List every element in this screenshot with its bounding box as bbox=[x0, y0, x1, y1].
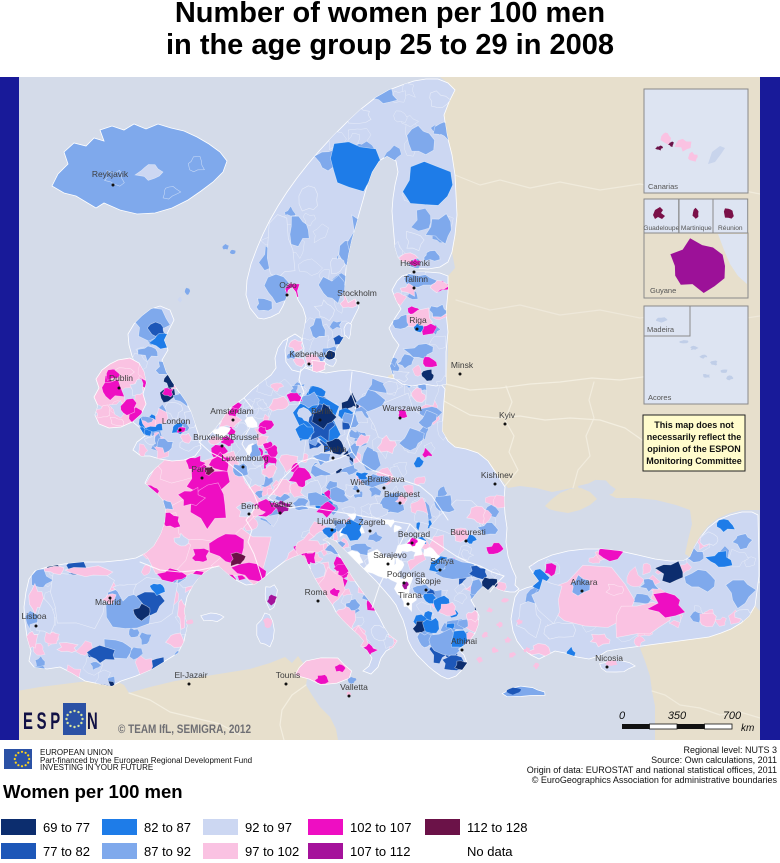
svg-text:Ankara: Ankara bbox=[571, 577, 598, 587]
svg-text:Valletta: Valletta bbox=[340, 682, 368, 692]
svg-text:700: 700 bbox=[723, 710, 742, 722]
svg-text:Luxembourg: Luxembourg bbox=[221, 453, 269, 463]
svg-text:Lisboa: Lisboa bbox=[21, 611, 46, 621]
svg-text:Minsk: Minsk bbox=[451, 360, 474, 370]
svg-text:Tirana: Tirana bbox=[398, 590, 422, 600]
svg-text:Oslo: Oslo bbox=[279, 280, 297, 290]
svg-text:Guyane: Guyane bbox=[650, 286, 676, 295]
svg-text:Bruxelles/Brussel: Bruxelles/Brussel bbox=[193, 432, 259, 442]
svg-text:N: N bbox=[87, 709, 98, 735]
svg-text:Praha: Praha bbox=[324, 444, 347, 454]
svg-text:Warszawa: Warszawa bbox=[382, 403, 422, 413]
svg-text:Tounis: Tounis bbox=[276, 670, 301, 680]
svg-text:Canarias: Canarias bbox=[648, 182, 678, 191]
svg-text:Vaduz: Vaduz bbox=[269, 499, 292, 509]
svg-text:Bern: Bern bbox=[241, 501, 259, 511]
svg-text:Madeira: Madeira bbox=[647, 325, 675, 334]
svg-text:London: London bbox=[162, 416, 191, 426]
svg-text:Wien: Wien bbox=[350, 477, 370, 487]
svg-text:Paris: Paris bbox=[191, 464, 210, 474]
svg-text:Kishinev: Kishinev bbox=[481, 470, 514, 480]
svg-text:Roma: Roma bbox=[305, 587, 328, 597]
svg-text:Skopje: Skopje bbox=[415, 576, 441, 586]
svg-text:Kyiv: Kyiv bbox=[499, 410, 516, 420]
svg-text:350: 350 bbox=[668, 710, 687, 722]
svg-text:Bratislava: Bratislava bbox=[367, 474, 405, 484]
svg-text:Martinique: Martinique bbox=[681, 225, 712, 232]
svg-text:km: km bbox=[741, 723, 754, 734]
svg-text:Berlin: Berlin bbox=[311, 406, 333, 416]
svg-text:ESP: ESP bbox=[23, 709, 64, 735]
svg-text:Bucuresti: Bucuresti bbox=[450, 527, 486, 537]
svg-text:Réunion: Réunion bbox=[718, 225, 743, 232]
svg-text:0: 0 bbox=[619, 710, 626, 722]
svg-text:Podgorica: Podgorica bbox=[387, 569, 426, 579]
svg-text:Tallinn: Tallinn bbox=[404, 274, 428, 284]
svg-text:Nicosia: Nicosia bbox=[595, 653, 623, 663]
svg-text:Sarajevo: Sarajevo bbox=[373, 550, 407, 560]
svg-text:Athinai: Athinai bbox=[451, 636, 477, 646]
svg-text:København: København bbox=[289, 349, 333, 359]
svg-text:Madrid: Madrid bbox=[95, 597, 121, 607]
svg-text:Guadeloupe: Guadeloupe bbox=[643, 225, 679, 232]
svg-text:Ljubljana: Ljubljana bbox=[317, 516, 351, 526]
svg-text:Beograd: Beograd bbox=[398, 529, 430, 539]
svg-text:Sofiya: Sofiya bbox=[430, 556, 454, 566]
svg-text:El-Jazair: El-Jazair bbox=[174, 670, 207, 680]
svg-text:Stockholm: Stockholm bbox=[337, 288, 377, 298]
svg-text:© TEAM IfL, SEMIGRA, 2012: © TEAM IfL, SEMIGRA, 2012 bbox=[118, 722, 251, 736]
svg-text:Acores: Acores bbox=[648, 393, 672, 402]
svg-text:This map does not: This map does not bbox=[654, 420, 734, 430]
svg-text:Dublin: Dublin bbox=[109, 373, 133, 383]
svg-text:Riga: Riga bbox=[409, 315, 427, 325]
svg-text:Reykjavik: Reykjavik bbox=[92, 169, 129, 179]
svg-text:Helsinki: Helsinki bbox=[400, 258, 430, 268]
svg-text:Amsterdam: Amsterdam bbox=[210, 406, 253, 416]
svg-text:opinion of the ESPON: opinion of the ESPON bbox=[647, 444, 741, 454]
svg-text:Monitoring Committee: Monitoring Committee bbox=[646, 456, 742, 466]
svg-text:Budapest: Budapest bbox=[384, 489, 421, 499]
svg-text:Zagreb: Zagreb bbox=[359, 517, 386, 527]
svg-text:necessarily reflect the: necessarily reflect the bbox=[647, 432, 742, 442]
